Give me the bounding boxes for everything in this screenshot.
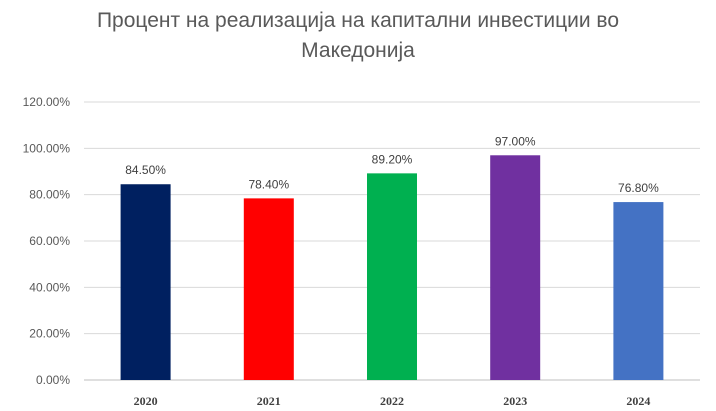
y-tick-label: 120.00% [23, 95, 71, 109]
category-label-2020: 2020 [134, 394, 158, 408]
bar-2022 [367, 173, 417, 380]
bar-2021 [243, 198, 294, 380]
category-label-2022: 2022 [380, 394, 404, 408]
y-tick-label: 20.00% [29, 327, 70, 341]
data-label-2020: 84.50% [125, 163, 166, 177]
y-tick-label: 40.00% [29, 280, 70, 294]
data-label-2022: 89.20% [372, 152, 413, 166]
data-label-2021: 78.40% [248, 177, 289, 191]
y-tick-label: 0.00% [36, 373, 70, 387]
bars [120, 155, 664, 380]
y-tick-label: 100.00% [23, 141, 71, 155]
bar-2024 [613, 202, 664, 380]
chart-title-line-1: Процент на реализација на капитални инве… [96, 9, 620, 32]
data-label-2024: 76.80% [618, 181, 659, 195]
bar-2020 [120, 184, 171, 380]
category-label-2024: 2024 [626, 394, 650, 408]
y-tick-label: 80.00% [29, 188, 70, 202]
data-labels: 84.50% 78.40% 89.20% 97.00% 76.80% [125, 134, 659, 195]
x-axis-category-labels: 2020 2021 2022 2023 2024 [134, 394, 651, 408]
bar-2023 [490, 155, 541, 380]
y-axis-tick-labels: 0.00% 20.00% 40.00% 60.00% 80.00% 100.00% 120.… [23, 95, 71, 387]
category-label-2023: 2023 [503, 394, 527, 408]
chart-title: Процент на реализација на капитални инве… [0, 6, 716, 66]
data-label-2023: 97.00% [495, 134, 536, 148]
gridlines [84, 101, 700, 381]
category-label-2021: 2021 [257, 394, 281, 408]
y-tick-label: 60.00% [29, 234, 70, 248]
chart-title-line-2: Македонија [301, 39, 415, 62]
